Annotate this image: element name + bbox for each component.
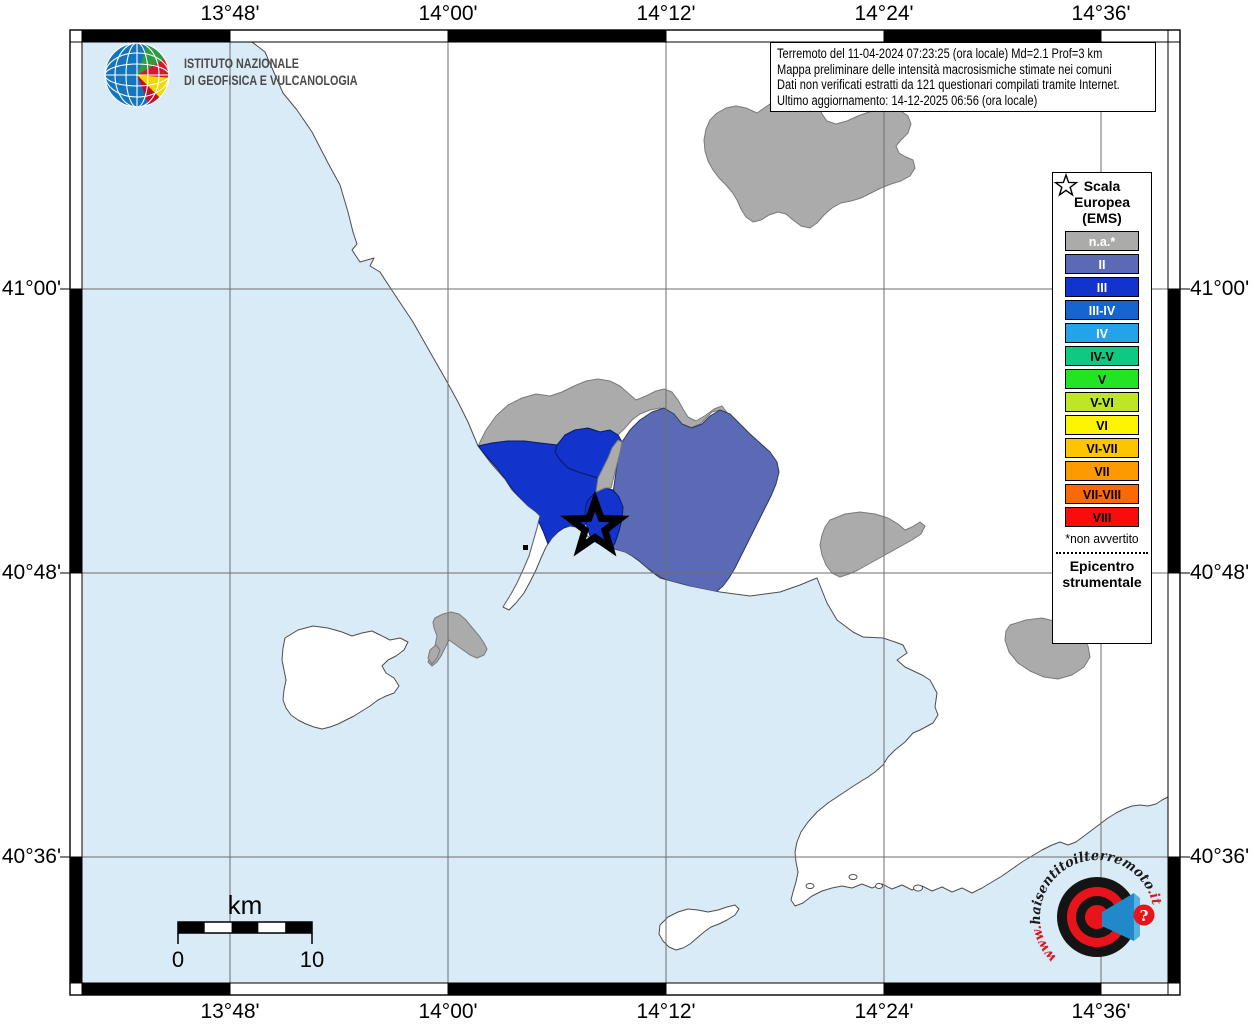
axis-label-left: 40°36' (1, 845, 61, 868)
legend-swatch: IV (1065, 323, 1139, 343)
legend-swatch: VII (1065, 461, 1139, 481)
question-mark: ? (1140, 907, 1149, 925)
axis-label-top: 13°48' (200, 2, 260, 25)
scale-bar-unit: km (228, 890, 263, 920)
legend-footnote: *non avvertito (1065, 531, 1139, 546)
legend-swatch: V-VI (1065, 392, 1139, 412)
legend-swatch: n.a.* (1065, 231, 1139, 251)
axis-label-bottom: 14°00' (418, 1000, 478, 1023)
axis-label-left: 41°00' (1, 277, 61, 300)
legend-swatch: V (1065, 369, 1139, 389)
axis-label-right: 40°48' (1190, 561, 1250, 584)
axis-label-top: 14°00' (418, 2, 478, 25)
axis-label-bottom: 13°48' (200, 1000, 260, 1023)
municipality-na-east (819, 511, 926, 578)
earthquake-info-box: Terremoto del 11-04-2024 07:23:25 (ora l… (770, 42, 1156, 112)
axis-label-right: 40°36' (1190, 845, 1250, 868)
islets (805, 874, 923, 892)
star-icon (1053, 173, 1079, 197)
map-border (69, 29, 1181, 996)
legend-swatch: VI-VII (1065, 438, 1139, 458)
legend-epicenter-label: Epicentro strumentale (1062, 558, 1142, 590)
axis-label-top: 14°36' (1071, 2, 1131, 25)
ingv-logo-globe (104, 42, 170, 108)
scale-bar-end: 10 (300, 947, 324, 972)
island-capri (658, 904, 740, 951)
island-vivara (427, 644, 441, 665)
info-line-event: Terremoto del 11-04-2024 07:23:25 (ora l… (777, 46, 1103, 61)
axis-label-left: 40°48' (1, 561, 61, 584)
axis-label-right: 41°00' (1190, 277, 1250, 300)
axis-label-bottom: 14°24' (854, 1000, 914, 1023)
epicenter-star (560, 490, 630, 557)
town-marker (523, 545, 528, 550)
axis-label-top: 14°24' (854, 2, 914, 25)
scale-bar-start: 0 (172, 947, 184, 972)
ingv-name-line2: DI GEOFISICA E VULCANOLOGIA (184, 73, 358, 88)
legend-swatch: VII-VIII (1065, 484, 1139, 504)
legend-swatch: VI (1065, 415, 1139, 435)
scale-bar: km 0 10 (172, 890, 324, 972)
legend-items: n.a.* II III III-IV IV IV-V V V-VI VI VI-VII VII VI… (1053, 231, 1151, 527)
axis-label-top: 14°12' (636, 2, 696, 25)
ingv-logo-text: ISTITUTO NAZIONALE DI GEOFISICA E VULCAN… (184, 55, 358, 89)
legend-swatch: III (1065, 277, 1139, 297)
island-ischia (281, 625, 409, 730)
info-line-data-source: Dati non verificati estratti da 121 ques… (777, 77, 1120, 92)
legend-divider (1056, 552, 1148, 554)
legend-swatch: II (1065, 254, 1139, 274)
info-line-map-type: Mappa preliminare delle intensità macros… (777, 61, 1112, 77)
intensity-legend: Scala Europea (EMS) n.a.* II III III-IV IV IV… (1052, 172, 1152, 644)
megaphone-icon (1102, 893, 1134, 941)
legend-swatch: IV-V (1065, 346, 1139, 366)
legend-swatch: III-IV (1065, 300, 1139, 320)
outer-ticks (60, 288, 1190, 858)
axis-label-bottom: 14°12' (636, 1000, 696, 1023)
axis-label-bottom: 14°36' (1071, 1000, 1131, 1023)
info-line-last-update: Ultimo aggiornamento: 14-12-2025 06:56 (… (777, 92, 1038, 108)
legend-title: Scala Europea (EMS) (1073, 178, 1130, 226)
municipality-na-inland-blob (703, 91, 916, 229)
ingv-name-line1: ISTITUTO NAZIONALE (184, 56, 299, 71)
question-badge (1133, 904, 1155, 926)
legend-swatch: VIII (1065, 507, 1139, 527)
municipality-na-sliver (595, 439, 623, 493)
